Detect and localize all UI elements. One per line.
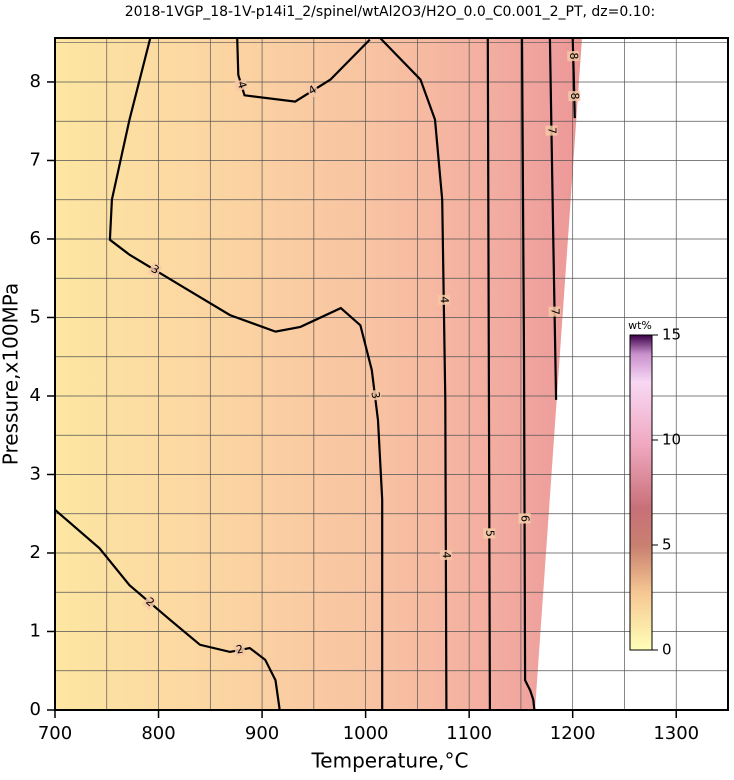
x-tick-label: 1000 [343,723,389,744]
contour-line [520,38,536,710]
contour-label-bg [437,294,450,305]
x-tick-label: 1200 [550,723,596,744]
contour-label: 3 [369,391,383,400]
contour-label-bg [147,262,163,278]
y-tick-label: 2 [30,542,41,563]
contour-label: 8 [567,52,580,59]
y-axis-label: Pressure,x100MPa [0,283,23,465]
colorbar-tick-label: 10 [662,431,681,449]
contour-label-bg [548,306,561,317]
contour-line [55,508,281,710]
y-tick-label: 1 [30,620,41,641]
contour-label-bg [368,389,382,401]
x-axis-label: Temperature,°C [310,749,468,773]
colorbar-tick-label: 15 [662,326,681,344]
axes: 700 800 900 1000 1100 1200 1300 0 1 2 3 4 5 6 7 8 [30,71,700,744]
colorbar-tick-label: 5 [662,536,672,554]
contour-label: 4 [440,551,453,558]
contour-label: 2 [235,642,244,656]
y-tick-label: 3 [30,463,41,484]
y-tick-label: 0 [30,699,41,720]
y-tick-label: 8 [30,71,41,92]
colorbar-label: wt% [628,319,652,332]
y-tick-label: 4 [30,385,41,406]
chart-title: 2018-1VGP_18-1V-p14i1_2/spinel/wtAl2O3/H… [125,4,656,20]
x-tick-label: 700 [38,723,72,744]
contour-line [236,38,448,710]
contour-label: 6 [519,515,532,522]
x-tick-label: 900 [245,723,279,744]
contour-label-bg [568,90,581,102]
x-tick-label: 1100 [446,723,492,744]
contour-line [548,38,558,400]
contour-label: 4 [235,80,249,90]
contour-line [486,38,491,710]
contour-label: 8 [568,92,581,99]
contour-label: 7 [549,308,562,315]
contour-line [571,38,576,119]
contour-line [108,38,384,710]
contour-label-bg [305,82,321,99]
colorbar-tick-label: 0 [662,641,672,659]
colorbar-axis: 0 5 10 15 [652,326,681,659]
contour-label: 4 [438,296,451,303]
contour-label-bg [545,125,558,136]
plot-frame [54,37,729,711]
contour-label: 5 [483,530,496,537]
y-tick-label: 6 [30,228,41,249]
contour-lines: 2233444455667788 [55,38,581,710]
contour-label-bg [567,50,580,62]
contour-label-bg [142,594,158,611]
y-tick-label: 5 [30,306,41,327]
x-tick-label: 1300 [653,723,699,744]
contour-label-bg [483,528,496,539]
contour-label-bg [234,78,249,92]
y-tick-label: 7 [30,149,41,170]
contour-field [55,38,582,710]
contour-label: 7 [545,127,558,134]
colorbar [629,334,653,651]
contour-label-bg [439,549,452,560]
contour-label-bg [518,513,531,524]
x-tick-label: 800 [141,723,175,744]
contour-label-bg [233,643,246,657]
